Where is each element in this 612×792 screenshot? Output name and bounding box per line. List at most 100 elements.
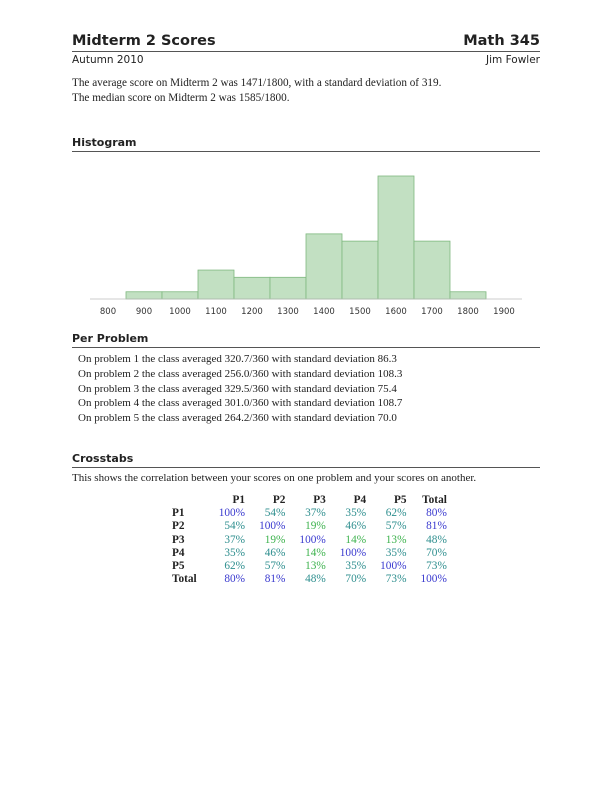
corner-cell [172, 494, 205, 507]
histogram-bar [161, 291, 199, 300]
histogram-bar [125, 291, 163, 300]
page-header: Midterm 2 Scores Math 345 Autumn 2010 Ji… [72, 33, 540, 66]
instructor-name: Jim Fowler [486, 54, 540, 66]
histogram-chart: 800 900 1000 1100 1200 1300 1400 1500 1600 1700 18… [90, 175, 522, 317]
crosstab-cell: 46% [345, 520, 367, 533]
histogram-bar [197, 269, 235, 300]
crosstab-cell: 14% [345, 533, 367, 546]
crosstab-cell: 100% [380, 560, 407, 573]
crosstab-cell: 37% [224, 533, 246, 546]
crosstab-cell: 46% [264, 546, 286, 559]
histogram-bar [233, 276, 271, 300]
crosstab-cell: 19% [264, 533, 286, 546]
row-header: P4 [172, 546, 185, 559]
crosstab-cell: 37% [305, 507, 326, 520]
x-tick-label: 1200 [241, 307, 263, 317]
problem-line: On problem 2 the class averaged 256.0/36… [78, 367, 403, 380]
page-title: Midterm 2 Scores [72, 33, 216, 49]
crosstab-cell: 35% [224, 546, 246, 559]
median-line: The median score on Midterm 2 was 1585/1… [72, 92, 290, 104]
crosstab-cell: 35% [385, 546, 407, 559]
crosstab-cell: 80% [426, 507, 447, 520]
crosstabs-row: P5 62% 57% 13% 35% 100% 73% [172, 560, 447, 573]
row-header: P5 [172, 560, 185, 573]
crosstab-cell: 62% [385, 507, 407, 520]
histogram-section: Histogram [72, 136, 540, 152]
histogram-bar [413, 240, 451, 300]
crosstab-cell: 81% [426, 520, 447, 533]
histogram-bar [341, 240, 379, 300]
crosstabs-description: This shows the correlation between your … [72, 472, 477, 484]
problem-line: On problem 1 the class averaged 320.7/36… [78, 353, 397, 365]
crosstab-cell: 81% [264, 573, 286, 586]
x-tick-label: 1300 [277, 307, 299, 317]
crosstabs-row: P1 100% 54% 37% 35% 62% 80% [172, 507, 447, 520]
x-tick-label: 1000 [169, 307, 191, 317]
crosstab-cell: 57% [264, 560, 286, 573]
crosstab-cell: 73% [426, 560, 447, 573]
header-rule [72, 51, 540, 52]
crosstab-cell: 80% [224, 573, 246, 586]
crosstab-cell: 100% [420, 573, 447, 586]
crosstab-cell: 19% [305, 520, 326, 533]
crosstabs-heading: Crosstabs [72, 452, 540, 468]
crosstab-cell: 70% [426, 546, 447, 559]
row-header: P3 [172, 533, 185, 546]
x-tick-label: 800 [100, 307, 116, 317]
column-header: P1 [232, 494, 246, 506]
crosstabs-body: P1 100% 54% 37% 35% 62% 80% P2 54% 100% 19% 46% 57% 8… [172, 507, 447, 586]
course-name: Math 345 [463, 33, 540, 49]
crosstab-cell: 100% [259, 520, 286, 533]
crosstabs-row: Total 80% 81% 48% 70% 73% 100% [172, 573, 447, 586]
crosstab-cell: 100% [339, 546, 367, 559]
histogram-bar [377, 175, 415, 300]
row-header: P1 [172, 507, 185, 520]
crosstab-cell: 62% [224, 560, 246, 573]
column-header: P3 [313, 494, 326, 506]
crosstab-cell: 48% [305, 573, 326, 586]
crosstabs-header-row: P1 P2 P3 P4 P5 Total [172, 494, 447, 507]
x-tick-label: 1800 [457, 307, 479, 317]
histogram-heading: Histogram [72, 136, 540, 152]
average-line: The average score on Midterm 2 was 1471/… [72, 77, 442, 89]
crosstabs-row: P2 54% 100% 19% 46% 57% 81% [172, 520, 447, 533]
column-header: Total [422, 494, 447, 506]
crosstab-cell: 14% [305, 546, 326, 559]
x-tick-label: 1900 [493, 307, 515, 317]
column-header: P2 [272, 494, 286, 506]
crosstab-cell: 54% [224, 520, 246, 533]
x-tick-label: 1400 [313, 307, 335, 317]
per-problem-heading: Per Problem [72, 332, 540, 348]
crosstabs-table: P1 P2 P3 P4 P5 Total P1 100% 54% 37% 35% 62% 8… [172, 494, 447, 586]
intro-text: The average score on Midterm 2 was 1471/… [72, 76, 441, 106]
crosstab-cell: 35% [345, 560, 367, 573]
crosstabs-row: P3 37% 19% 100% 14% 13% 48% [172, 534, 447, 547]
x-tick-labels: 800 900 1000 1100 1200 1300 1400 1500 1600 1700 18… [100, 307, 515, 317]
problem-line: On problem 4 the class averaged 301.0/36… [78, 397, 403, 410]
per-problem-list: On problem 1 the class averaged 320.7/36… [78, 352, 402, 426]
crosstabs-row: P4 35% 46% 14% 100% 35% 70% [172, 547, 447, 560]
column-header: P5 [393, 494, 407, 506]
crosstab-cell: 54% [264, 507, 286, 520]
histogram-bar [449, 291, 487, 300]
x-tick-label: 1600 [385, 307, 407, 317]
column-header: P4 [353, 494, 367, 506]
histogram-bar [269, 276, 307, 300]
histogram-bars [125, 175, 487, 300]
x-tick-label: 900 [136, 307, 152, 317]
crosstab-cell: 35% [345, 507, 367, 520]
per-problem-section: Per Problem [72, 332, 540, 348]
x-tick-label: 1100 [205, 307, 227, 317]
x-tick-label: 1500 [349, 307, 371, 317]
row-header: Total [172, 573, 197, 586]
crosstab-cell: 13% [305, 560, 326, 573]
term-label: Autumn 2010 [72, 54, 144, 66]
histogram-bar [305, 233, 343, 300]
crosstabs-section: Crosstabs [72, 452, 540, 468]
row-header: P2 [172, 520, 185, 533]
crosstab-cell: 100% [299, 533, 326, 546]
x-tick-label: 1700 [421, 307, 443, 317]
crosstab-cell: 70% [345, 573, 367, 586]
crosstab-cell: 73% [385, 573, 407, 586]
crosstab-cell: 57% [385, 520, 407, 533]
